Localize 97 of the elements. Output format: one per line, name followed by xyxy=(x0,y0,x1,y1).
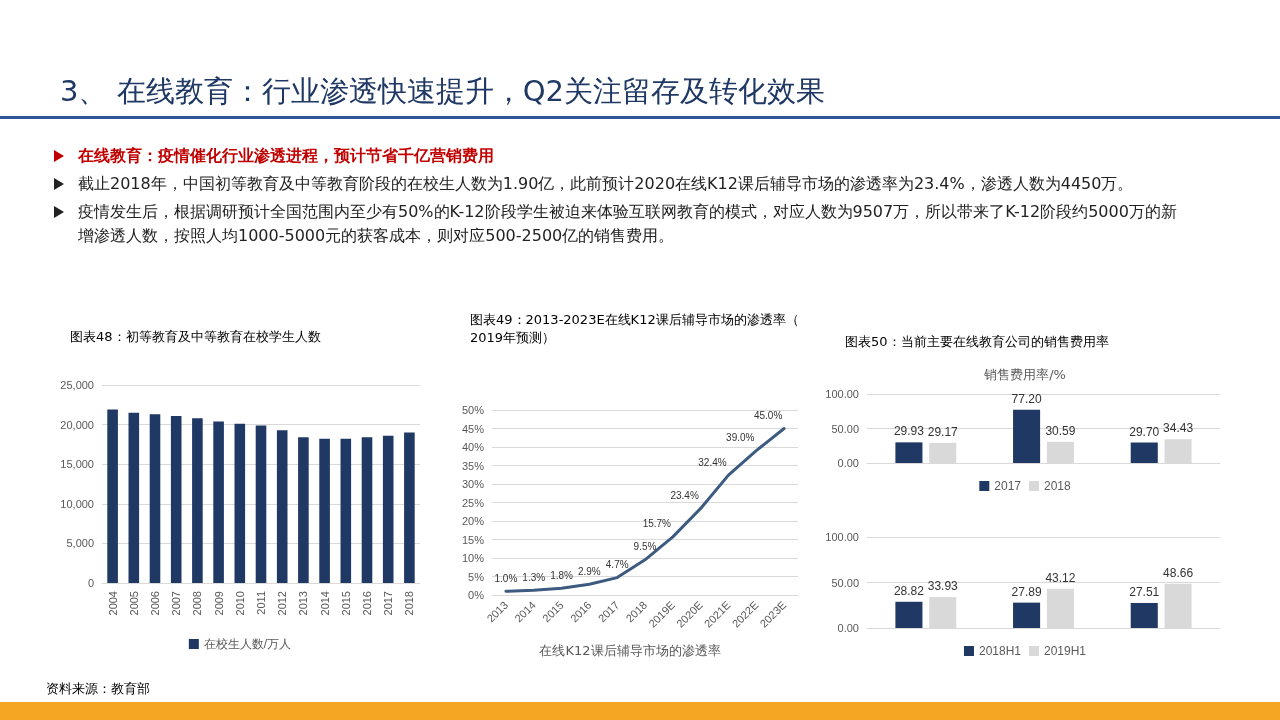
y-tick-label: 45% xyxy=(461,422,485,435)
y-tick-label: 5,000 xyxy=(66,537,94,550)
y-tick-label: 5% xyxy=(468,570,485,583)
data-label: 29.17 xyxy=(927,424,959,439)
data-label: 29.93 xyxy=(893,424,925,439)
bar xyxy=(149,414,161,583)
text: 资料来源：教育部 xyxy=(46,681,150,696)
data-label: 27.89 xyxy=(1011,584,1042,599)
bar xyxy=(895,601,923,628)
bar xyxy=(213,421,224,583)
bar xyxy=(276,430,288,583)
x-tick-label: 2009 xyxy=(212,591,225,616)
bar xyxy=(382,435,394,583)
y-tick-label: 0% xyxy=(468,589,485,601)
text: 疫情发生后，根据调研预计全国范围内至少有50%的K-12阶段学生被迫来体验互联网教育的模式，对应人数为9507万，所以带来了K-12阶段约5000万的新增渗透人数，按照人均1000-5000元的获客成本，则对应500-2500亿的销售费用。 xyxy=(77,201,1178,247)
x-tick-label: 2017 xyxy=(382,591,395,616)
y-tick-label: 50.00 xyxy=(831,422,859,435)
data-label: 2.9% xyxy=(577,565,601,577)
x-tick-label: 2014 xyxy=(318,591,331,616)
x-tick-label: 2007 xyxy=(170,591,183,616)
bar xyxy=(1013,602,1041,628)
legend-label: 2017 xyxy=(994,479,1022,493)
y-tick-label: 15% xyxy=(461,533,485,546)
x-tick-label: 2010 xyxy=(233,591,246,616)
data-label: 9.5% xyxy=(633,541,657,553)
data-label: 1.8% xyxy=(550,569,574,581)
data-label: 28.82 xyxy=(893,583,925,598)
chart-title: 图表48：初等教育及中等教育在校学生人数 xyxy=(70,328,321,344)
x-tick-label: 2016 xyxy=(361,591,373,616)
y-tick-label: 40% xyxy=(461,441,485,453)
legend-label: 2018 xyxy=(1044,479,1072,493)
y-tick-label: 0 xyxy=(87,577,94,589)
data-label: 30.59 xyxy=(1045,423,1076,438)
data-label: 29.70 xyxy=(1129,424,1160,439)
bar xyxy=(319,438,330,583)
bar xyxy=(234,423,246,583)
y-tick-label: 100.00 xyxy=(825,388,859,400)
data-label: 77.20 xyxy=(1011,391,1042,406)
bar xyxy=(361,437,373,583)
y-tick-label: 20% xyxy=(461,515,485,527)
data-label: 43.12 xyxy=(1045,570,1076,585)
chart-title: 图表49：2013-2023E在线K12课后辅导市场的渗透率（2019年预测） xyxy=(470,311,799,345)
y-tick-label: 15,000 xyxy=(60,458,94,471)
legend-label: 2019H1 xyxy=(1044,644,1087,658)
chart-subtitle: 销售费用率/% xyxy=(983,367,1066,382)
bar xyxy=(1013,409,1041,463)
bar xyxy=(170,415,182,583)
y-tick-label: 20,000 xyxy=(60,418,94,431)
text: 3、 在线教育：行业渗透快速提升，Q2关注留存及转化效果 xyxy=(60,73,825,110)
x-axis-title: 在线K12课后辅导市场的渗透率 xyxy=(539,643,721,658)
y-tick-label: 25% xyxy=(461,496,485,509)
y-tick-label: 50% xyxy=(461,404,485,416)
data-label: 34.43 xyxy=(1163,421,1194,436)
bar xyxy=(128,412,140,583)
x-tick-label: 2008 xyxy=(191,591,204,616)
bar xyxy=(1130,442,1158,463)
chart-title: 图表50：当前主要在线教育公司的销售费用率 xyxy=(845,333,1109,349)
x-tick-label: 2015 xyxy=(339,591,352,616)
x-tick-label: 2013 xyxy=(297,591,310,616)
y-tick-label: 10% xyxy=(461,552,485,564)
legend-label: 在校生人数/万人 xyxy=(203,637,292,651)
bar xyxy=(340,438,352,583)
bar xyxy=(404,432,415,583)
legend-label: 2018H1 xyxy=(978,644,1022,658)
y-tick-label: 0.00 xyxy=(837,457,859,469)
data-label: 15.7% xyxy=(642,518,672,530)
data-label: 1.0% xyxy=(494,572,518,584)
data-label: 23.4% xyxy=(670,489,699,501)
y-tick-label: 50.00 xyxy=(831,576,859,589)
data-label: 39.0% xyxy=(726,432,755,444)
y-tick-label: 10,000 xyxy=(60,497,94,510)
data-label: 27.51 xyxy=(1129,584,1160,599)
data-label: 45.0% xyxy=(753,410,783,421)
y-tick-label: 35% xyxy=(461,459,485,472)
y-tick-label: 100.00 xyxy=(825,531,859,543)
data-label: 32.4% xyxy=(698,456,727,468)
data-label: 1.3% xyxy=(522,571,546,583)
text: 截止2018年，中国初等教育及中等教育阶段的在校生人数为1.90亿，此前预计2020在线K12课后辅导市场的渗透率为23.4%，渗透人数为4450万。 xyxy=(77,173,1135,195)
bar xyxy=(1130,602,1158,628)
x-tick-label: 2006 xyxy=(149,591,161,616)
y-tick-label: 30% xyxy=(461,478,485,490)
x-tick-label: 2012 xyxy=(276,591,289,616)
x-tick-label: 2011 xyxy=(255,591,267,615)
bar xyxy=(895,442,923,463)
x-tick-label: 2005 xyxy=(127,591,140,616)
y-tick-label: 0.00 xyxy=(837,622,859,634)
x-tick-label: 2018 xyxy=(403,591,416,616)
data-label: 33.93 xyxy=(927,579,959,594)
x-tick-label: 2004 xyxy=(106,591,119,616)
text: 在线教育：疫情催化行业渗透进程，预计节省千亿营销费用 xyxy=(77,145,495,167)
data-label: 4.7% xyxy=(605,559,629,571)
bar xyxy=(192,418,203,583)
data-label: 48.66 xyxy=(1163,565,1194,580)
bar xyxy=(255,425,267,583)
bar xyxy=(298,437,309,583)
bar xyxy=(107,409,118,583)
y-tick-label: 25,000 xyxy=(60,379,94,391)
